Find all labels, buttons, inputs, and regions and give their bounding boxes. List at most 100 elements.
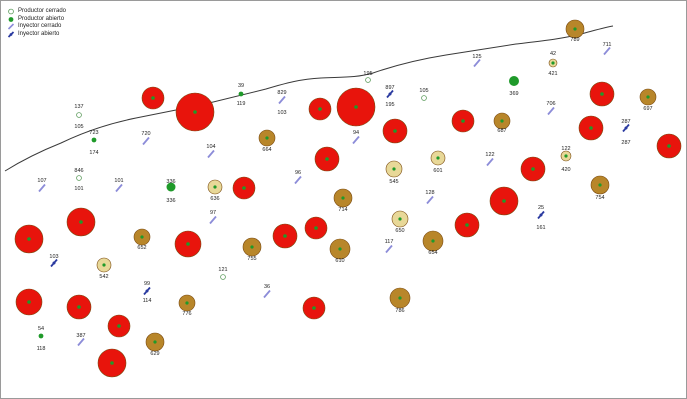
injector-closed-icon[interactable] xyxy=(278,95,286,105)
producer-open-icon[interactable] xyxy=(398,217,402,221)
producer-open-icon[interactable] xyxy=(431,239,435,243)
producer-open-icon[interactable] xyxy=(27,237,31,241)
producer-open-icon[interactable] xyxy=(238,91,244,97)
producer-closed-icon[interactable] xyxy=(76,112,82,118)
producer-open-icon[interactable] xyxy=(354,105,358,109)
producer-open-icon xyxy=(8,16,14,22)
producer-open-icon[interactable] xyxy=(151,96,155,100)
well-label: 161 xyxy=(536,225,545,231)
well-label: 25 xyxy=(538,205,544,211)
producer-open-icon[interactable] xyxy=(77,305,81,309)
injector-open-dot xyxy=(388,92,392,96)
injector-closed-icon[interactable] xyxy=(547,106,555,116)
injector-closed-icon[interactable] xyxy=(38,183,46,193)
legend-item-injector-closed: Inyector cerrado xyxy=(7,23,66,31)
well-label: 610 xyxy=(335,258,344,264)
producer-open-icon[interactable] xyxy=(509,76,519,86)
producer-open-icon[interactable] xyxy=(102,263,106,267)
producer-open-icon[interactable] xyxy=(531,167,535,171)
producer-open-icon[interactable] xyxy=(91,137,97,143)
producer-open-icon[interactable] xyxy=(551,61,555,65)
legend-label: Inyector cerrado xyxy=(18,23,62,29)
producer-open-icon[interactable] xyxy=(646,95,650,99)
producer-closed-icon[interactable] xyxy=(365,77,371,83)
producer-open-icon[interactable] xyxy=(314,226,318,230)
well-label: 786 xyxy=(395,308,404,314)
producer-open-icon[interactable] xyxy=(500,119,504,123)
producer-open-icon[interactable] xyxy=(465,223,469,227)
well-label: 723 xyxy=(89,130,98,136)
producer-open-icon[interactable] xyxy=(318,107,322,111)
producer-open-icon[interactable] xyxy=(325,157,329,161)
producer-open-icon[interactable] xyxy=(392,167,396,171)
producer-open-icon[interactable] xyxy=(117,324,121,328)
injector-closed-icon[interactable] xyxy=(385,244,393,254)
well-label: 706 xyxy=(546,101,555,107)
injector-closed-icon[interactable] xyxy=(115,183,123,193)
well-label: 97 xyxy=(210,210,216,216)
producer-open-icon[interactable] xyxy=(598,183,602,187)
producer-open-icon[interactable] xyxy=(436,156,440,160)
injector-closed-icon[interactable] xyxy=(352,135,360,145)
well-label: 714 xyxy=(338,207,347,213)
well-label: 122 xyxy=(561,146,570,152)
producer-open-icon[interactable] xyxy=(213,185,217,189)
well-label: 103 xyxy=(49,254,58,260)
producer-open-icon[interactable] xyxy=(502,199,506,203)
injector-closed-icon[interactable] xyxy=(207,149,215,159)
well-label: 652 xyxy=(137,245,146,251)
producer-closed-icon[interactable] xyxy=(220,274,226,280)
legend-item-producer-open: Productor abierto xyxy=(7,16,66,24)
well-label: 755 xyxy=(247,256,256,262)
producer-open-icon[interactable] xyxy=(185,301,189,305)
producer-open-icon[interactable] xyxy=(153,340,157,344)
producer-open-icon[interactable] xyxy=(250,245,254,249)
injector-open-dot xyxy=(624,126,628,130)
producer-open-icon[interactable] xyxy=(667,144,671,148)
producer-open-icon[interactable] xyxy=(186,242,190,246)
producer-open-icon[interactable] xyxy=(283,234,287,238)
producer-open-icon[interactable] xyxy=(166,182,176,192)
injector-closed-icon[interactable] xyxy=(209,215,217,225)
well-label: 421 xyxy=(548,71,557,77)
producer-open-icon[interactable] xyxy=(398,296,402,300)
well-label: 101 xyxy=(74,186,83,192)
producer-open-icon[interactable] xyxy=(312,306,316,310)
producer-open-icon[interactable] xyxy=(79,220,83,224)
producer-open-icon[interactable] xyxy=(193,110,197,114)
producer-open-icon[interactable] xyxy=(393,129,397,133)
injector-open-dot xyxy=(145,289,149,293)
producer-closed-icon[interactable] xyxy=(421,95,427,101)
well-label: 420 xyxy=(561,167,570,173)
well-label: 387 xyxy=(76,333,85,339)
well-label: 287 xyxy=(621,119,630,125)
injector-closed-icon[interactable] xyxy=(294,175,302,185)
producer-open-icon[interactable] xyxy=(461,119,465,123)
producer-open-icon[interactable] xyxy=(27,300,31,304)
producer-open-icon[interactable] xyxy=(242,186,246,190)
injector-closed-icon[interactable] xyxy=(142,136,150,146)
producer-open-icon[interactable] xyxy=(564,154,568,158)
producer-closed-icon[interactable] xyxy=(76,175,82,181)
bubble-layer xyxy=(14,19,682,378)
producer-open-icon[interactable] xyxy=(341,196,345,200)
well-label: 636 xyxy=(210,196,219,202)
injector-closed-icon[interactable] xyxy=(486,157,494,167)
well-label: 664 xyxy=(262,147,271,153)
producer-open-icon[interactable] xyxy=(589,126,593,130)
injector-closed-icon[interactable] xyxy=(263,289,271,299)
producer-open-icon[interactable] xyxy=(573,27,577,31)
injector-closed-icon[interactable] xyxy=(77,337,85,347)
injector-closed-icon[interactable] xyxy=(603,46,611,56)
well-label: 54 xyxy=(38,326,44,332)
producer-open-icon[interactable] xyxy=(140,235,144,239)
producer-open-icon[interactable] xyxy=(338,247,342,251)
producer-open-icon[interactable] xyxy=(110,361,114,365)
producer-open-icon[interactable] xyxy=(600,92,604,96)
producer-open-icon[interactable] xyxy=(265,136,269,140)
well-label: 754 xyxy=(595,195,604,201)
producer-open-icon[interactable] xyxy=(38,333,44,339)
injector-closed-icon[interactable] xyxy=(426,195,434,205)
well-label: 94 xyxy=(353,130,359,136)
injector-closed-icon[interactable] xyxy=(473,58,481,68)
